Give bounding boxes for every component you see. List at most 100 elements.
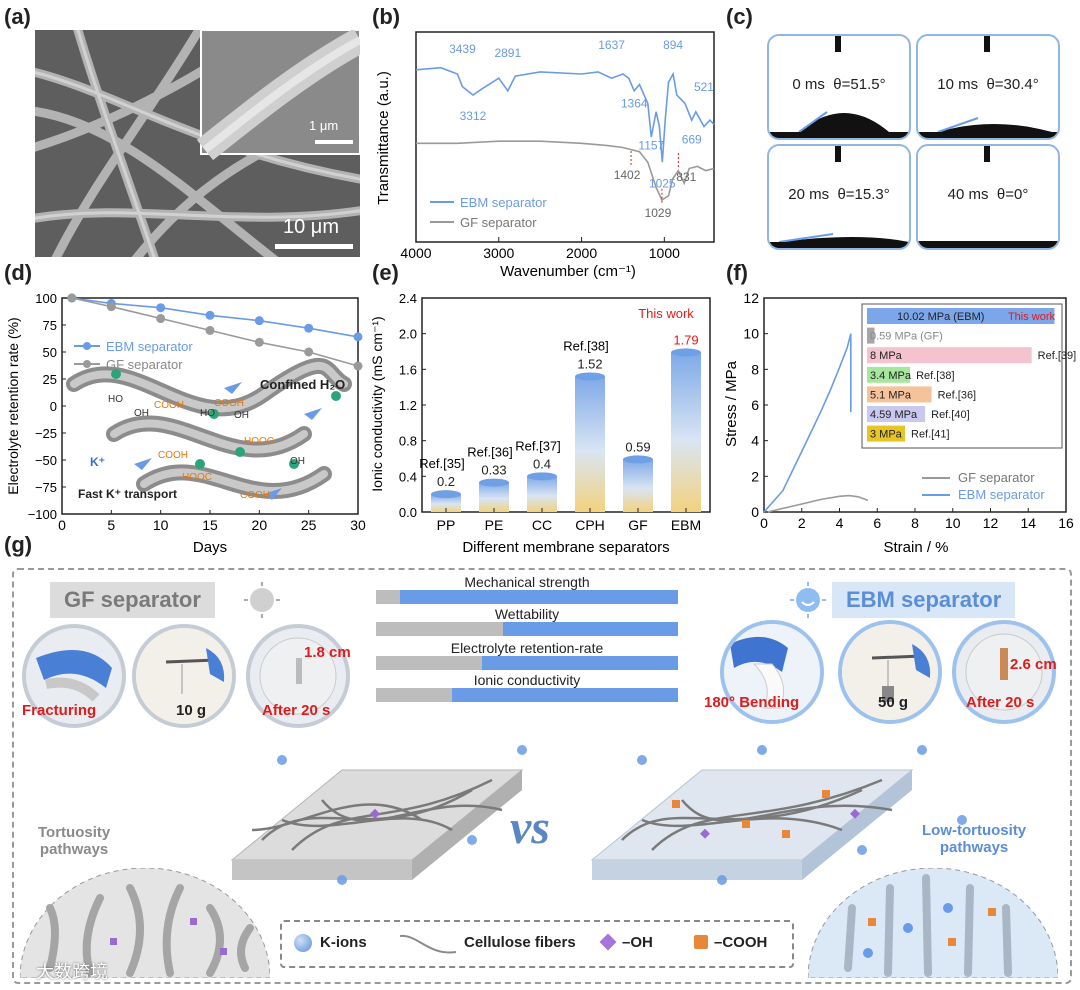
ret-point bbox=[156, 303, 166, 313]
ret-xtick-label: 30 bbox=[350, 517, 366, 533]
cooh-icon bbox=[694, 935, 708, 949]
panel-label-d: (d) bbox=[4, 260, 33, 285]
cond-category-label: CC bbox=[532, 517, 552, 533]
annot-oh-2: OH bbox=[234, 410, 249, 421]
bar-label-mechanical: Mechanical strength bbox=[464, 574, 590, 590]
annot-cooh-4: COOH bbox=[240, 490, 270, 501]
cond-ref-label: Ref.[37] bbox=[515, 438, 561, 453]
ret-point bbox=[156, 314, 166, 324]
ftir-peak-ebm: 669 bbox=[682, 132, 702, 146]
schematic-legend: K-ions Cellulose fibers –OH –COOH bbox=[280, 920, 794, 968]
cond-category-label: EBM bbox=[671, 517, 701, 533]
ftir-legend-gf: GF separator bbox=[460, 215, 537, 230]
needle-3 bbox=[984, 146, 990, 162]
ftir-xtick-label: 3000 bbox=[483, 245, 514, 261]
ss-inset-ref: Ref.[41] bbox=[911, 429, 950, 441]
contact-angle-label-0: 0 ms θ=51.5° bbox=[792, 76, 886, 93]
ret-point bbox=[254, 316, 264, 326]
ss-inset-bar bbox=[867, 308, 1055, 324]
ss-legend-gf: GF separator bbox=[958, 470, 1035, 485]
ebm-photo-50g bbox=[838, 620, 942, 724]
cond-bar-cph bbox=[575, 376, 605, 512]
ftir-series-gf bbox=[416, 140, 715, 202]
ret-ytick-label: −75 bbox=[35, 480, 57, 495]
cond-bar-gf bbox=[623, 459, 653, 512]
cond-value-label: 0.4 bbox=[533, 456, 551, 471]
gf-photo-after20s bbox=[246, 624, 350, 728]
bar-wettability bbox=[376, 622, 678, 636]
ret-point bbox=[254, 337, 264, 347]
cond-bar-cap bbox=[671, 348, 701, 357]
cond-value-label: 0.33 bbox=[481, 463, 506, 478]
ground-0 bbox=[769, 132, 909, 138]
annot-cooh-3: COOH bbox=[158, 450, 188, 461]
ss-xlabel: Strain / % bbox=[883, 539, 948, 556]
ret-xtick-label: 0 bbox=[58, 517, 66, 533]
ret-point bbox=[353, 361, 363, 371]
vs-label: vs bbox=[510, 801, 550, 854]
ret-ytick-label: 25 bbox=[43, 372, 57, 387]
bar-label-wettability: Wettability bbox=[494, 606, 560, 622]
ftir-xtick-label: 4000 bbox=[400, 245, 431, 261]
cond-ytick-label: 2.4 bbox=[399, 291, 417, 306]
ret-legend-ebm: EBM separator bbox=[106, 339, 193, 354]
ftir-peak-ebm: 1364 bbox=[621, 97, 648, 111]
ss-inset-ref: This work bbox=[1008, 311, 1056, 323]
annot-oh-3: OH bbox=[290, 456, 305, 467]
ftir-peak-gf: 831 bbox=[676, 170, 696, 184]
annot-fast-transport: Fast K⁺ transport bbox=[78, 487, 177, 501]
sun-happy-icon bbox=[790, 582, 826, 618]
cond-bar-ebm bbox=[671, 352, 701, 512]
gf-separator-title: GF separator bbox=[50, 582, 215, 618]
panel-label-f: (f) bbox=[726, 260, 748, 285]
cond-bar-pe bbox=[479, 482, 509, 512]
cond-ytick-label: 1.6 bbox=[399, 362, 417, 377]
low-tortuous-pathway-dome bbox=[808, 868, 1058, 978]
cond-bar-pp bbox=[431, 494, 461, 512]
ss-series-gf bbox=[767, 494, 869, 513]
cond-this-work: This work bbox=[638, 306, 694, 321]
bar-wettability-ebm bbox=[502, 622, 678, 636]
gf-caption-fracturing: Fracturing bbox=[22, 702, 97, 719]
cond-ytick-label: 1.2 bbox=[399, 398, 417, 413]
ret-xtick-label: 20 bbox=[252, 517, 268, 533]
ss-inset-label: 8 MPa bbox=[870, 350, 903, 362]
ss-xtick-label: 14 bbox=[1020, 515, 1036, 531]
ftir-peak-ebm: 3439 bbox=[449, 42, 476, 56]
cond-value-label: 0.2 bbox=[437, 474, 455, 489]
ret-point bbox=[106, 302, 116, 312]
sem-image: 1 μm 10 μm bbox=[35, 30, 360, 257]
cloud-sad-icon bbox=[244, 582, 280, 618]
ftir-peak-ebm: 894 bbox=[663, 38, 683, 52]
annot-confined: Confined H₂O bbox=[260, 377, 345, 392]
bar-retention-ebm bbox=[481, 656, 678, 670]
ss-inset-label: 0.59 MPa (GF) bbox=[870, 331, 943, 343]
legend-k-ions: K-ions bbox=[320, 934, 367, 951]
contact-angle-frame-1: 10 ms θ=30.4° bbox=[916, 34, 1060, 140]
bar-label-retention: Electrolyte retention-rate bbox=[450, 640, 604, 656]
ret-xlabel: Days bbox=[193, 539, 227, 556]
ftir-xlabel: Wavenumber (cm⁻¹) bbox=[500, 263, 636, 280]
contact-angle-label-3: 40 ms θ=0° bbox=[947, 186, 1029, 203]
cond-category-label: CPH bbox=[575, 517, 605, 533]
ss-xtick-label: 8 bbox=[911, 515, 919, 531]
ss-xtick-label: 0 bbox=[760, 515, 768, 531]
droplet-2 bbox=[778, 233, 909, 243]
ftir-peak-ebm: 521 bbox=[694, 80, 714, 94]
legend-cooh: –COOH bbox=[714, 934, 768, 951]
ftir-chart: 4000 3000 2000 1000 3439 2891 1637 894 521 3312 13… bbox=[375, 31, 715, 280]
ss-inset-ref: Ref.[39] bbox=[1038, 350, 1077, 362]
ret-ytick-label: 75 bbox=[43, 318, 57, 333]
cond-bar-cap bbox=[527, 472, 557, 481]
cond-xlabel: Different membrane separators bbox=[462, 539, 669, 556]
main-scale-label: 10 μm bbox=[283, 216, 339, 238]
contact-angle-frame-3: 40 ms θ=0° bbox=[916, 144, 1060, 250]
cond-category-label: PP bbox=[437, 517, 456, 533]
ftir-xtick-label: 1000 bbox=[649, 245, 680, 261]
cellulose-fiber-icon bbox=[399, 934, 457, 954]
needle-2 bbox=[835, 146, 841, 162]
annot-cooh-1: COOH bbox=[154, 400, 184, 411]
cond-plot-frame bbox=[421, 297, 711, 513]
ret-legend-ebm-dot bbox=[83, 342, 91, 350]
cond-value-label: 1.79 bbox=[673, 332, 698, 347]
